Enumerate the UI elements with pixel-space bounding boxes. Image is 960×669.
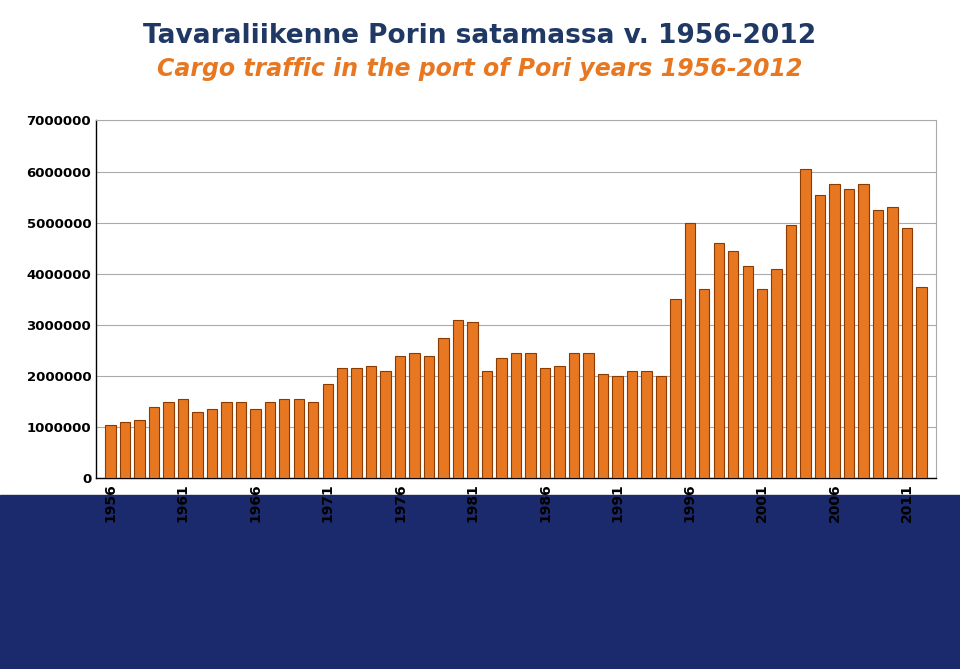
Text: Cargo traffic in the port of Pori years 1956-2012: Cargo traffic in the port of Pori years … [157,57,803,81]
Bar [627,371,637,478]
Bar [192,412,203,478]
Bar [106,425,116,478]
Bar [366,366,376,478]
Bar [251,409,260,478]
Bar [858,185,869,478]
Bar [149,407,159,478]
Bar [670,299,681,478]
Bar [439,338,448,478]
Bar [134,419,145,478]
Bar [844,189,854,478]
Bar [568,353,579,478]
Bar [757,289,767,478]
Bar [221,401,231,478]
Bar [424,356,434,478]
Bar [728,251,738,478]
Bar [713,243,724,478]
Bar [815,195,826,478]
Bar [308,401,319,478]
Bar [656,376,666,478]
Bar [598,373,608,478]
Bar [323,384,333,478]
Bar [684,223,695,478]
Bar [641,371,652,478]
Bar [380,371,391,478]
Bar [120,422,131,478]
Bar [612,376,623,478]
Bar [801,169,811,478]
Bar [337,369,348,478]
Bar [772,269,781,478]
Bar [525,353,536,478]
Bar [294,399,304,478]
Bar [351,369,362,478]
Bar [395,356,405,478]
Bar [206,409,217,478]
Text: Tavaraliikenne Porin satamassa v. 1956-2012: Tavaraliikenne Porin satamassa v. 1956-2… [143,23,817,50]
Bar [540,369,550,478]
Bar [453,320,464,478]
Bar [279,399,290,478]
Bar [786,225,797,478]
Bar [511,353,521,478]
Bar [409,353,420,478]
Bar [265,401,275,478]
Bar [916,286,926,478]
Bar [482,371,492,478]
Bar [873,210,883,478]
Bar [178,399,188,478]
Bar [742,266,753,478]
Bar [554,366,564,478]
Bar [583,353,593,478]
Bar [235,401,246,478]
Bar [163,401,174,478]
Bar [468,322,478,478]
Bar [887,207,898,478]
Bar [496,358,507,478]
Bar [901,227,912,478]
Bar [699,289,709,478]
Bar [829,185,840,478]
